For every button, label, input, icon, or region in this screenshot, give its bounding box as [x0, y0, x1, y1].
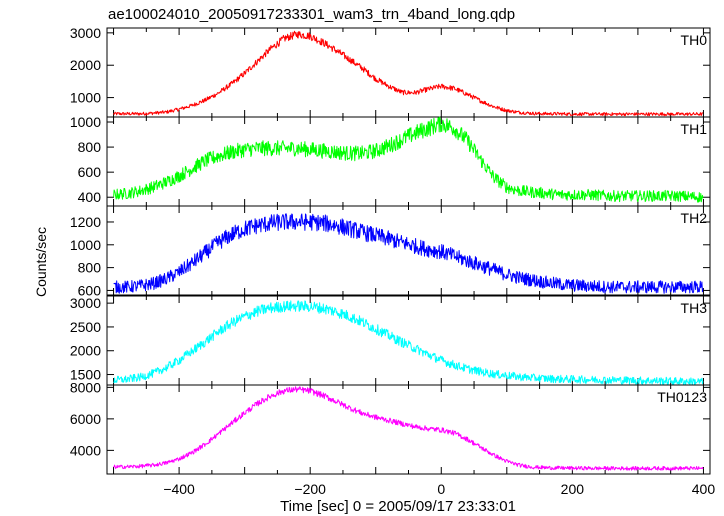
y-tick-label: 2000 [70, 343, 101, 359]
panel-th2: 600 800 1000 1200 TH2 [70, 205, 711, 298]
y-tick-label: 1200 [70, 214, 101, 230]
panel-th1: 400 600 800 1000 TH1 [70, 114, 711, 207]
x-tick-label: 0 [437, 481, 445, 497]
chart-title: ae100024010_20050917233301_wam3_trn_4ban… [108, 6, 515, 23]
panel-label: TH2 [681, 210, 708, 226]
panel-label: TH0 [681, 32, 708, 48]
x-tick-label: 200 [561, 481, 585, 497]
x-tick-label: −400 [163, 481, 195, 497]
y-tick-label: 1000 [70, 90, 101, 106]
panel-label: TH0123 [657, 389, 707, 405]
series-th1 [113, 116, 704, 203]
y-tick-label: 2500 [70, 319, 101, 335]
x-tick-label: −200 [294, 481, 326, 497]
series-th0 [113, 30, 703, 117]
series-th2 [113, 213, 704, 294]
y-axis-label: Counts/sec [33, 227, 49, 297]
y-tick-label: 400 [78, 189, 102, 205]
series-th0123 [113, 386, 704, 471]
y-tick-label: 1500 [70, 367, 101, 383]
y-tick-label: 600 [78, 282, 102, 298]
y-tick-label: 6000 [70, 411, 101, 427]
panel-frame [106, 27, 711, 118]
y-tick-label: 600 [78, 164, 102, 180]
y-tick-label: 3000 [70, 25, 101, 41]
x-axis-label: Time [sec] 0 = 2005/09/17 23:33:01 [280, 498, 516, 515]
panel-label: TH3 [681, 300, 708, 316]
y-tick-label: 8000 [70, 379, 101, 395]
panel-frame [106, 205, 711, 296]
y-tick-label: 800 [78, 139, 102, 155]
y-tick-label: 3000 [70, 295, 101, 311]
y-tick-label: 1000 [70, 237, 101, 253]
panel-label: TH1 [681, 121, 708, 137]
series-th3 [113, 300, 704, 386]
y-tick-label: 4000 [70, 442, 101, 458]
y-tick-label: 800 [78, 260, 102, 276]
x-tick-label: 400 [692, 481, 716, 497]
y-tick-label: 1000 [70, 114, 101, 130]
panel-th3: 1500 2000 2500 3000 TH3 [70, 295, 711, 386]
panel-th0123: 4000 6000 8000 TH0123 [70, 379, 711, 475]
panel-frame [106, 384, 711, 475]
y-tick-label: 2000 [70, 57, 101, 73]
panel-th0: 1000 2000 3000 TH0 [70, 25, 711, 118]
